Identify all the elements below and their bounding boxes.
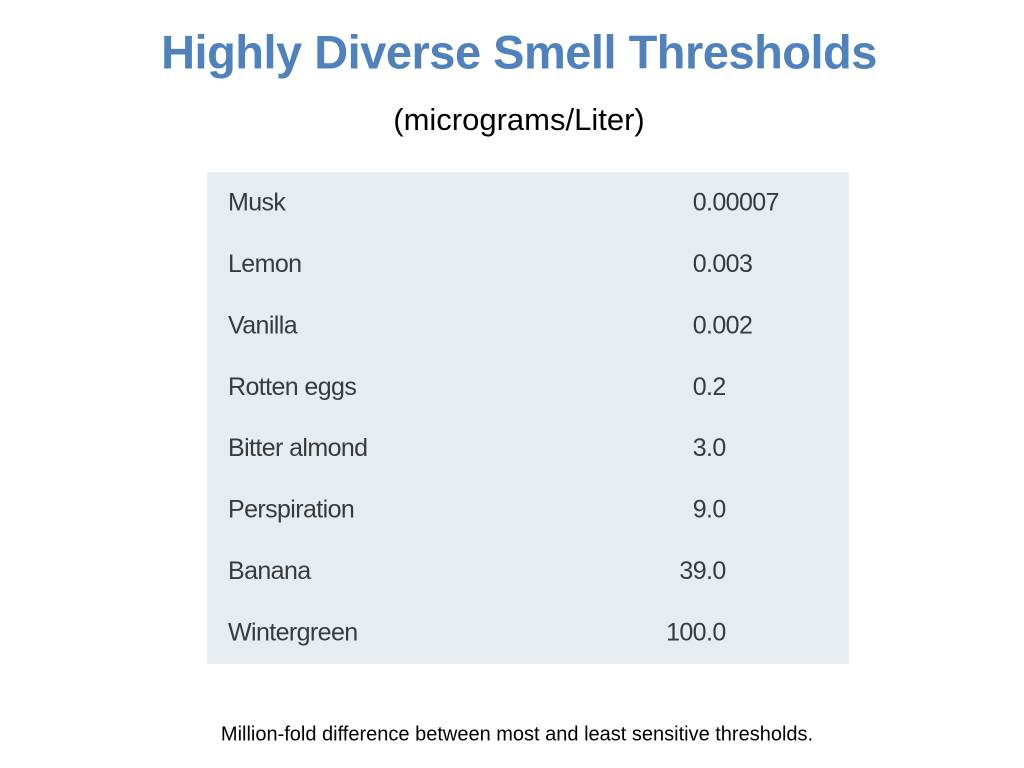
item-name: Perspiration [228, 496, 354, 524]
table-background [207, 172, 849, 664]
threshold-value: 100.0 [666, 618, 726, 646]
threshold-value: 0.002 [693, 311, 753, 339]
threshold-value: 0.00007 [693, 189, 779, 217]
item-name: Wintergreen [228, 618, 358, 646]
threshold-value: 3.0 [693, 434, 726, 462]
threshold-value: 0.003 [693, 250, 753, 278]
item-name: Musk [228, 189, 286, 217]
item-name: Bitter almond [228, 434, 368, 462]
threshold-value: 9.0 [693, 496, 726, 524]
slide-subtitle: (micrograms/Liter) [393, 102, 644, 137]
threshold-value: 0.2 [693, 373, 726, 401]
table: Musk 0.00007 Lemon 0.003 Vanilla 0.002 Rotten … [228, 189, 779, 647]
item-name: Vanilla [228, 311, 298, 339]
threshold-value: 39.0 [679, 557, 725, 585]
item-name: Banana [228, 557, 311, 585]
item-name: Rotten eggs [228, 373, 356, 401]
slide-title: Highly Diverse Smell Thresholds [161, 25, 877, 78]
footer-note: Million-fold difference between most and… [221, 723, 813, 745]
item-name: Lemon [228, 250, 301, 278]
